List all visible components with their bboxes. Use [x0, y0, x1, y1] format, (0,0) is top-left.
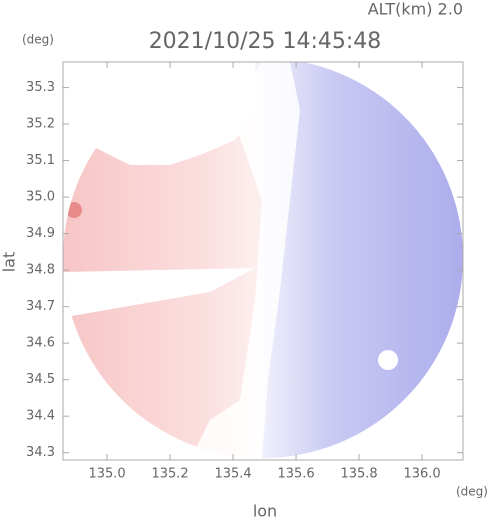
y-tick-label: 34.6: [26, 336, 55, 351]
plot-frame: [62, 61, 464, 461]
x-unit: (deg): [456, 485, 488, 499]
y-tick-label: 34.7: [26, 299, 55, 314]
x-tick-label: 135.8: [340, 467, 377, 482]
y-tick-label: 34.4: [26, 409, 55, 424]
y-tick-label: 35.2: [26, 117, 55, 132]
y-tick-label: 34.5: [26, 372, 55, 387]
y-axis-label: lat: [0, 252, 19, 273]
y-unit: (deg): [22, 33, 54, 47]
x-tick-label: 135.6: [277, 467, 314, 482]
x-tick-label: 135.0: [88, 467, 125, 482]
chart-title: 2021/10/25 14:45:48: [149, 29, 382, 54]
x-tick-label: 135.2: [151, 467, 188, 482]
y-tick-label: 35.3: [26, 80, 55, 95]
x-tick-label: 136.0: [403, 467, 440, 482]
x-tick-label: 135.4: [214, 467, 251, 482]
y-tick-label: 34.3: [26, 445, 55, 460]
radar-field: [63, 62, 463, 458]
annotation: ALT(km) 2.0: [368, 0, 463, 19]
y-tick-label: 34.9: [26, 226, 55, 241]
y-tick-label: 35.0: [26, 190, 55, 205]
y-tick-label: 34.8: [26, 263, 55, 278]
x-axis-label: lon: [253, 502, 277, 521]
y-tick-label: 35.1: [26, 153, 55, 168]
